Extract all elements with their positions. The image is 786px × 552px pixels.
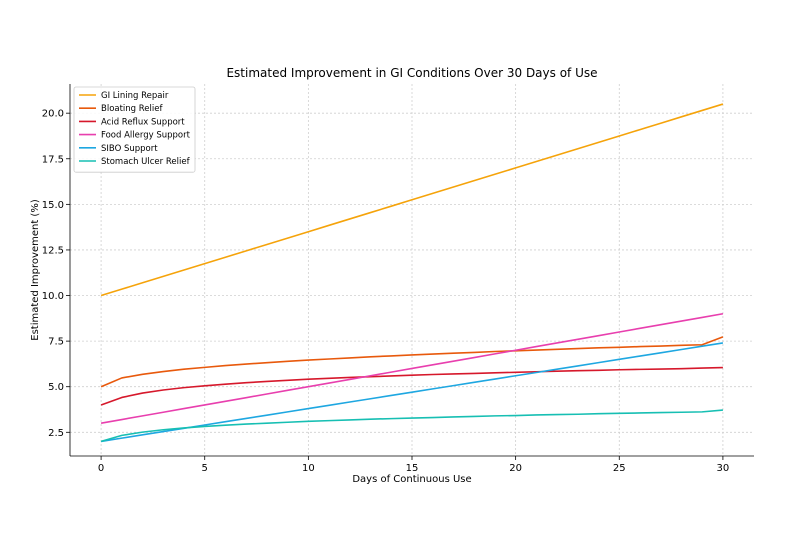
y-axis-label: Estimated Improvement (%) [30, 199, 41, 341]
series-line-2 [100, 366, 723, 406]
x-tick-label-5: 25 [613, 463, 626, 474]
series-line-3 [100, 312, 724, 424]
legend-label-5: Stomach Ulcer Relief [101, 157, 191, 167]
legend-box [73, 86, 196, 173]
x-tick-label-4: 20 [509, 463, 522, 474]
y-tick-label-3: 10.0 [42, 291, 64, 302]
series-line-5 [100, 409, 723, 443]
x-tick-label-2: 10 [302, 463, 315, 474]
legend-label-2: Acid Reflux Support [101, 117, 185, 127]
y-tick-label-1: 5.0 [48, 382, 64, 393]
x-tick-label-3: 15 [406, 463, 419, 474]
x-tick-label-6: 30 [717, 463, 730, 474]
x-tick-label-0: 0 [98, 463, 104, 474]
y-tick-label-5: 15.0 [42, 200, 64, 211]
tick-labels: 0 5 10 15 20 25 30 2.5 5.0 7.5 10.0 12.5 15.0 17.5 20.… [42, 109, 730, 474]
legend-label-0: GI Lining Repair [101, 91, 169, 101]
series-line-4 [100, 342, 724, 443]
y-tick-label-6: 17.5 [42, 154, 64, 165]
y-tick-label-4: 12.5 [42, 245, 64, 256]
x-tick-label-1: 5 [202, 463, 208, 474]
chart-title: Estimated Improvement in GI Conditions O… [226, 66, 597, 80]
grid [70, 84, 754, 456]
legend: GI Lining Repair Bloating Relief Acid Refl… [73, 86, 196, 173]
legend-label-1: Bloating Relief [101, 104, 163, 114]
series-line-1 [100, 336, 724, 388]
y-tick-label-7: 20.0 [42, 109, 64, 120]
y-tick-label-2: 7.5 [48, 337, 64, 348]
legend-label-4: SIBO Support [101, 144, 158, 154]
y-tick-label-0: 2.5 [48, 428, 64, 439]
legend-label-3: Food Allergy Support [101, 131, 191, 141]
series-lines [100, 103, 724, 443]
axes [66, 84, 754, 460]
x-axis-label: Days of Continuous Use [352, 474, 471, 485]
series-line-0 [100, 103, 724, 297]
